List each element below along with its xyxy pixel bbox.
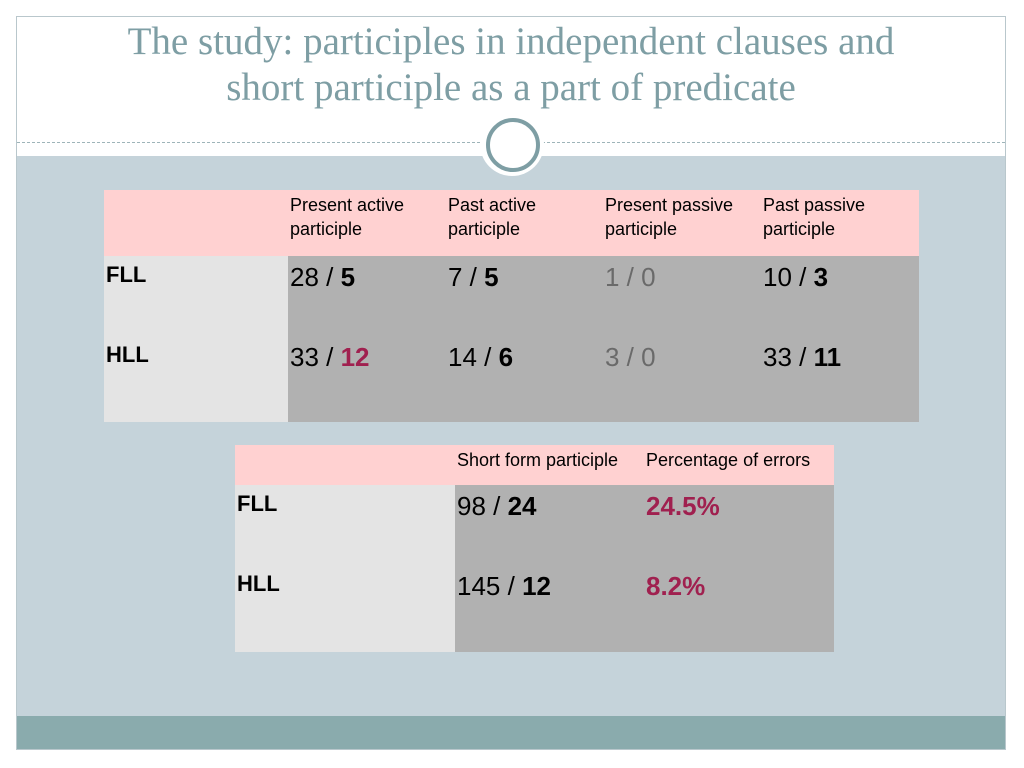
- row-label: FLL: [235, 485, 455, 565]
- corner-cell: [235, 445, 455, 485]
- table-cell: 145 / 12: [455, 565, 644, 652]
- cell-total: 28 /: [290, 262, 341, 292]
- cell-errors: 3: [813, 262, 829, 292]
- cell-errors: 24: [507, 491, 537, 521]
- table-cell: 7 / 5: [446, 256, 603, 336]
- table-cell: 28 / 5: [288, 256, 446, 336]
- table-cell: 14 / 6: [446, 336, 603, 422]
- table-cell: 8.2%: [644, 565, 834, 652]
- cell-total: 98 /: [457, 491, 508, 521]
- cell-errors: 5: [340, 262, 356, 292]
- table-cell: 24.5%: [644, 485, 834, 565]
- table-row: FLL 28 / 5 7 / 5 1 / 0 10 / 3: [104, 256, 919, 336]
- short-form-table: Short form participle Percentage of erro…: [235, 445, 834, 652]
- circle-ornament-icon: [486, 118, 540, 172]
- table-cell: 33 / 11: [761, 336, 919, 422]
- cell-errors: 5: [484, 262, 499, 292]
- slide-title-line-2: short participle as a part of predicate: [226, 66, 796, 109]
- cell-total: 145 /: [457, 571, 523, 601]
- cell-total: 10 /: [763, 262, 814, 292]
- table-cell: 3 / 0: [603, 336, 761, 422]
- cell-errors: 6: [498, 342, 514, 372]
- cell-total: 1 /: [605, 262, 642, 292]
- cell-total: 7 /: [448, 262, 485, 292]
- column-header: Short form participle: [455, 445, 644, 485]
- table-header-row: Present active participle Past active pa…: [104, 190, 919, 256]
- cell-errors: 0: [641, 342, 656, 372]
- row-label: HLL: [235, 565, 455, 652]
- table-cell: 33 / 12: [288, 336, 446, 422]
- table-row: HLL 145 / 12 8.2%: [235, 565, 834, 652]
- cell-errors: 12: [340, 342, 370, 372]
- table-header-row: Short form participle Percentage of erro…: [235, 445, 834, 485]
- table-cell: 1 / 0: [603, 256, 761, 336]
- column-header: Past passive participle: [761, 190, 919, 256]
- corner-cell: [104, 190, 288, 256]
- column-header: Present active participle: [288, 190, 446, 256]
- cell-errors: 12: [522, 571, 551, 601]
- cell-total: 33 /: [763, 342, 814, 372]
- cell-total: 14 /: [448, 342, 499, 372]
- slide-title-line-1: The study: participles in independent cl…: [127, 20, 895, 63]
- error-percentage: 24.5%: [646, 491, 720, 521]
- column-header: Percentage of errors: [644, 445, 834, 485]
- footer-bar: [17, 716, 1005, 749]
- cell-total: 33 /: [290, 342, 341, 372]
- cell-total: 3 /: [605, 342, 642, 372]
- cell-errors: 0: [641, 262, 656, 292]
- table-cell: 10 / 3: [761, 256, 919, 336]
- row-label: FLL: [104, 256, 288, 336]
- cell-errors: 11: [813, 342, 842, 372]
- row-label: HLL: [104, 336, 288, 422]
- participles-table: Present active participle Past active pa…: [104, 190, 919, 422]
- error-percentage: 8.2%: [646, 571, 706, 601]
- column-header: Present passive participle: [603, 190, 761, 256]
- column-header: Past active participle: [446, 190, 603, 256]
- table-row: HLL 33 / 12 14 / 6 3 / 0 33 / 11: [104, 336, 919, 422]
- table-row: FLL 98 / 24 24.5%: [235, 485, 834, 565]
- slide-title: The study: participles in independent cl…: [17, 19, 1005, 111]
- table-cell: 98 / 24: [455, 485, 644, 565]
